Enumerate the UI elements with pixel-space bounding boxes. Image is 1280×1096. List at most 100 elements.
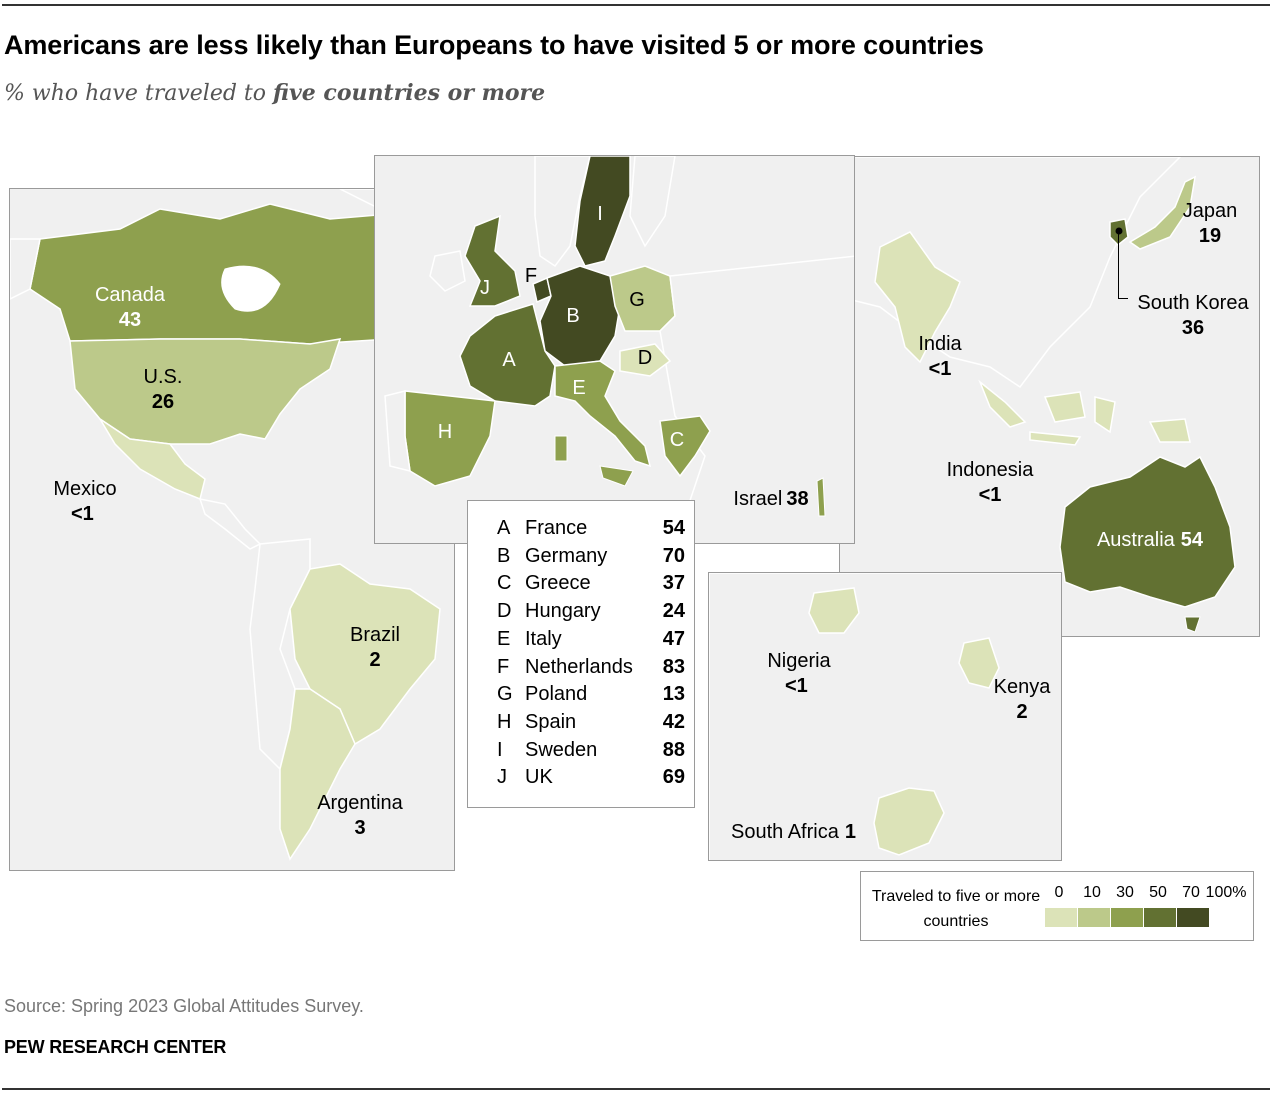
- label-australia-name: Australia: [1096, 529, 1175, 551]
- label-israel: Israel 38: [721, 487, 821, 512]
- table-row-value: 47: [662, 627, 685, 650]
- table-row-value: 83: [662, 655, 685, 678]
- label-brazil-value: 2: [369, 649, 381, 671]
- label-kenya: Kenya 2: [982, 675, 1061, 725]
- europe-map: [384, 156, 854, 543]
- table-row: G Poland 13: [468, 680, 696, 708]
- europe-letter-i: I: [597, 203, 603, 225]
- label-canada: Canada 43: [80, 283, 180, 333]
- top-rule: [2, 4, 1270, 6]
- chart-subtitle: % who have traveled to five countries or…: [4, 80, 545, 106]
- table-row: B Germany 70: [468, 542, 696, 570]
- kenya-shape: [958, 637, 1000, 689]
- table-row-key: F: [497, 655, 510, 678]
- africa-map-panel: Nigeria <1 Kenya 2 South Africa 1: [708, 572, 1062, 861]
- table-row: D Hungary 24: [468, 597, 696, 625]
- label-argentina: Argentina 3: [300, 791, 420, 841]
- label-mexico-value: <1: [71, 503, 94, 525]
- legend-tick-label: 0: [1054, 884, 1064, 901]
- label-nigeria: Nigeria <1: [749, 649, 849, 699]
- africa-map: [709, 573, 1061, 860]
- mexico-shape: [99, 418, 206, 501]
- table-row-country: UK: [525, 766, 553, 789]
- label-israel-name: Israel: [733, 488, 783, 510]
- europe-letter-h: H: [437, 421, 453, 443]
- table-row: I Sweden 88: [468, 736, 696, 764]
- europe-letter-b: B: [566, 305, 580, 327]
- legend: Traveled to five or more countries 0 10 30…: [860, 871, 1254, 941]
- americas-map: [10, 189, 454, 861]
- europe-map-panel: I J F B G A D E H C Israel 38: [374, 155, 855, 544]
- label-mexico: Mexico <1: [35, 477, 135, 527]
- table-row: J UK 69: [468, 763, 696, 791]
- table-row-value: 37: [662, 572, 685, 595]
- label-israel-value: 38: [786, 488, 809, 510]
- table-row-country: Hungary: [525, 600, 601, 623]
- europe-letter-e: E: [572, 377, 586, 399]
- table-row-value: 42: [662, 710, 685, 733]
- label-south-korea-name: South Korea: [1137, 292, 1249, 314]
- table-row: F Netherlands 83: [468, 653, 696, 681]
- table-row-key: J: [497, 766, 507, 789]
- label-japan-name: Japan: [1182, 200, 1238, 222]
- europe-letter-d: D: [637, 347, 653, 369]
- legend-tick-label: 50: [1149, 884, 1167, 901]
- label-south-korea: South Korea 36: [1123, 291, 1259, 341]
- label-kenya-name: Kenya: [993, 676, 1051, 698]
- table-row: H Spain 42: [468, 708, 696, 736]
- argentina-shape: [279, 688, 356, 861]
- legend-tick-label: 70: [1182, 884, 1200, 901]
- india-shape: [874, 231, 961, 364]
- table-row-country: Germany: [525, 544, 608, 567]
- table-row-key: G: [497, 683, 513, 706]
- table-row-value: 54: [662, 517, 685, 539]
- label-south-africa-value: 1: [844, 821, 856, 843]
- table-row-value: 88: [662, 738, 685, 761]
- legend-swatch: [1078, 908, 1111, 927]
- label-mexico-name: Mexico: [53, 478, 117, 500]
- table-row: E Italy 47: [468, 625, 696, 653]
- label-canada-value: 43: [118, 309, 142, 331]
- table-row-value: 70: [662, 544, 685, 567]
- legend-ticks: 0 10 30 50 70 100%: [1036, 884, 1250, 904]
- table-row-value: 69: [662, 766, 685, 789]
- label-south-africa: South Africa 1: [731, 820, 881, 845]
- sweden-shape: [574, 156, 631, 267]
- legend-tick-label: 100%: [1205, 884, 1247, 901]
- label-argentina-name: Argentina: [317, 792, 403, 814]
- japan-shape: [1128, 175, 1196, 250]
- legend-tick-label: 10: [1083, 884, 1101, 901]
- table-row-key: H: [497, 710, 512, 733]
- label-india: India <1: [900, 332, 980, 382]
- italy-shape: [554, 360, 652, 468]
- south-korea-callout-v: [1118, 230, 1119, 298]
- indonesia-shape: [978, 379, 1191, 446]
- table-row-key: C: [497, 572, 512, 595]
- europe-letter-j: J: [480, 277, 490, 299]
- label-us: U.S. 26: [113, 365, 213, 415]
- legend-swatch: [1045, 908, 1078, 927]
- table-row-key: A: [497, 517, 511, 539]
- subtitle-prefix: % who have traveled to: [4, 81, 273, 106]
- greece-shape: [659, 415, 711, 478]
- table-row-country: Sweden: [525, 738, 598, 761]
- table-row-country: Spain: [525, 710, 577, 733]
- label-nigeria-value: <1: [785, 675, 808, 697]
- label-kenya-value: 2: [1016, 701, 1028, 723]
- table-row-key: E: [497, 627, 511, 650]
- table-row: C Greece 37: [468, 569, 696, 597]
- label-indonesia-value: <1: [978, 484, 1002, 506]
- subtitle-emphasis: five countries or more: [273, 80, 546, 106]
- legend-swatch: [1111, 908, 1144, 927]
- table-row-country: Netherlands: [525, 655, 633, 678]
- bottom-rule: [2, 1088, 1270, 1090]
- brand-credit: PEW RESEARCH CENTER: [4, 1037, 227, 1057]
- label-us-name: U.S.: [143, 366, 183, 388]
- israel-shape: [816, 477, 826, 517]
- label-brazil: Brazil 2: [325, 623, 425, 673]
- table-row-value: 13: [662, 683, 685, 706]
- label-australia-value: 54: [1180, 529, 1204, 551]
- table-row-country: France: [525, 517, 588, 539]
- label-indonesia: Indonesia <1: [935, 458, 1045, 508]
- label-nigeria-name: Nigeria: [767, 650, 831, 672]
